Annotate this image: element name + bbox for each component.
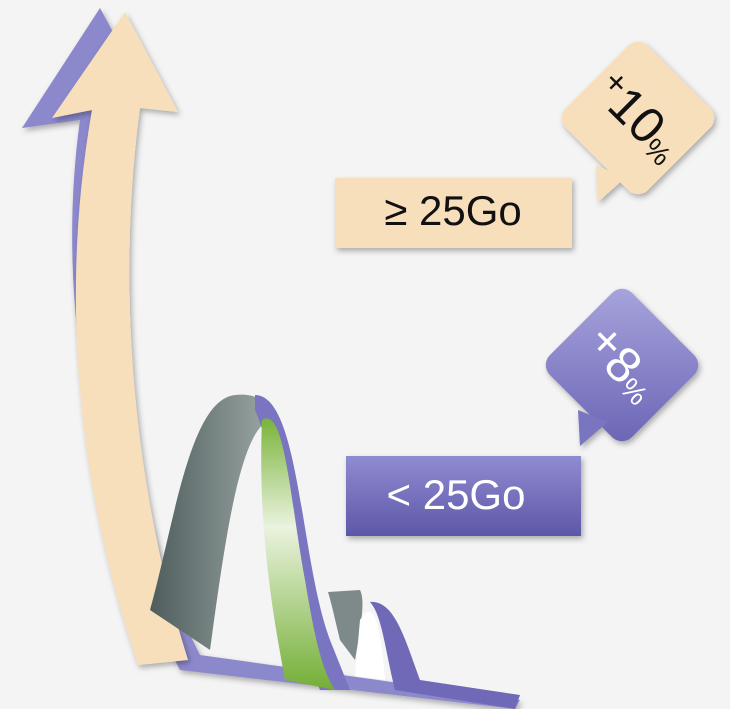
badge xyxy=(545,288,699,446)
badge-shape xyxy=(561,41,715,195)
wave-tail xyxy=(355,611,385,680)
wave-green xyxy=(261,418,335,690)
badge-tail xyxy=(578,410,608,446)
badge-tail xyxy=(596,165,625,202)
label: < 25Go xyxy=(387,471,526,518)
wave-gray xyxy=(150,394,270,650)
label-box xyxy=(335,178,572,248)
label: ≥ 25Go xyxy=(384,187,521,234)
badge xyxy=(561,41,715,202)
wave-tail-purple xyxy=(370,601,520,709)
label-box xyxy=(346,456,581,536)
badge-shape xyxy=(545,288,699,442)
wave-gray-small xyxy=(328,590,363,660)
arrow-main xyxy=(52,12,188,665)
